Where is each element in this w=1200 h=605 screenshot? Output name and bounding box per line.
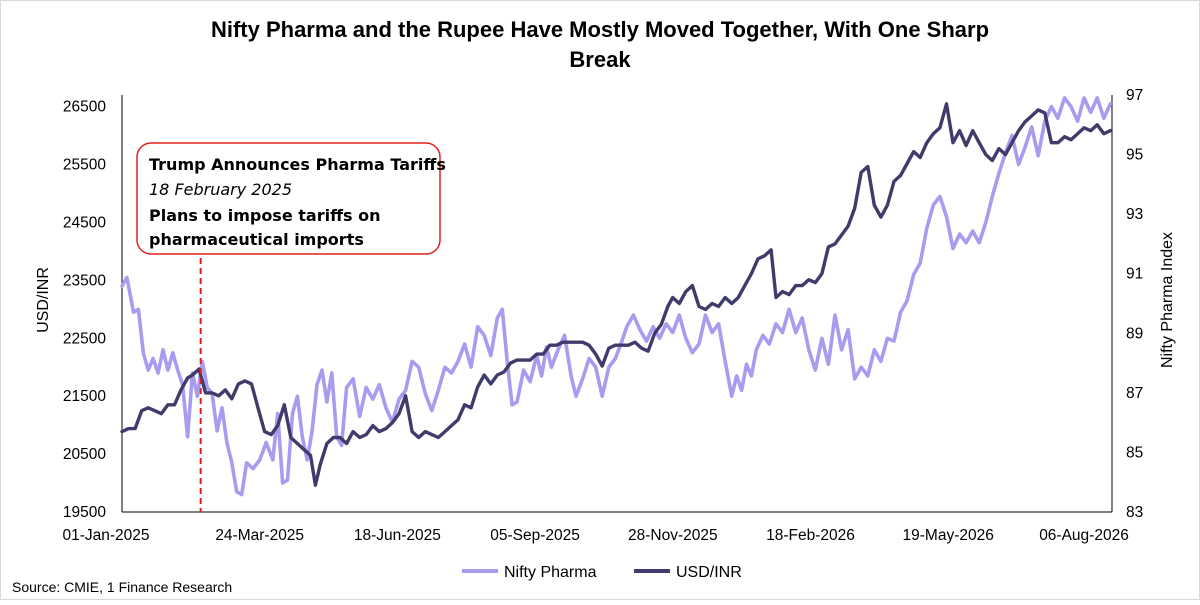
y-axis-left-title: USD/INR (35, 267, 52, 333)
series-line-usd-inr (120, 102, 1113, 487)
annotation: Trump Announces Pharma Tariffs 18 Februa… (136, 142, 446, 512)
y-right-tick-label: 97 (1126, 87, 1143, 104)
legend: Nifty Pharma USD/INR (462, 564, 742, 581)
x-tick-label: 18-Jun-2025 (354, 527, 441, 544)
y-left-tick-label: 21500 (63, 388, 106, 405)
y-left-tick-label: 25500 (63, 157, 106, 174)
y-right-tick-label: 95 (1126, 147, 1143, 164)
x-tick-label: 19-May-2026 (903, 527, 994, 544)
source-note: Source: CMIE, 1 Finance Research (12, 579, 232, 595)
annotation-title: Trump Announces Pharma Tariffs (149, 155, 446, 174)
annotation-date: 18 February 2025 (149, 180, 292, 199)
y-right-tick-label: 83 (1126, 504, 1143, 521)
annotation-body-line-2: pharmaceutical imports (149, 230, 364, 249)
x-tick-label: 18-Feb-2026 (766, 527, 855, 544)
x-tick-label: 05-Sep-2025 (490, 527, 580, 544)
y-left-tick-label: 26500 (63, 99, 106, 116)
x-tick-label: 01-Jan-2025 (62, 527, 149, 544)
y-left-tick-label: 20500 (63, 446, 106, 463)
y-left-tick-label: 19500 (63, 504, 106, 521)
chart-title-line-2: Break (569, 47, 631, 72)
x-tick-label: 24-Mar-2025 (215, 527, 304, 544)
y-axis-right-title: Nifty Pharma Index (1159, 232, 1176, 368)
x-tick-label: 28-Nov-2025 (628, 527, 718, 544)
axes-layer: 19500 20500 21500 22500 23500 24500 25500 26500… (62, 87, 1143, 544)
y-right-tick-label: 87 (1126, 385, 1143, 402)
y-left-tick-label: 22500 (63, 330, 106, 347)
y-right-tick-label: 93 (1126, 206, 1143, 223)
y-left-tick-label: 23500 (63, 272, 106, 289)
annotation-body-line-1: Plans to impose tariffs on (149, 206, 381, 225)
y-right-tick-label: 85 (1126, 444, 1143, 461)
series-layer (120, 96, 1113, 497)
series-line-nifty-pharma (120, 96, 1113, 497)
y-right-tick-label: 89 (1126, 325, 1143, 342)
legend-label-nifty-pharma: Nifty Pharma (504, 564, 597, 581)
x-tick-label: 06-Aug-2026 (1039, 527, 1129, 544)
annotation-box (136, 142, 441, 255)
y-right-tick-label: 91 (1126, 266, 1143, 283)
chart-title-line-1: Nifty Pharma and the Rupee Have Mostly M… (211, 17, 989, 42)
legend-label-usd-inr: USD/INR (676, 564, 742, 581)
y-left-tick-label: 24500 (63, 214, 106, 231)
